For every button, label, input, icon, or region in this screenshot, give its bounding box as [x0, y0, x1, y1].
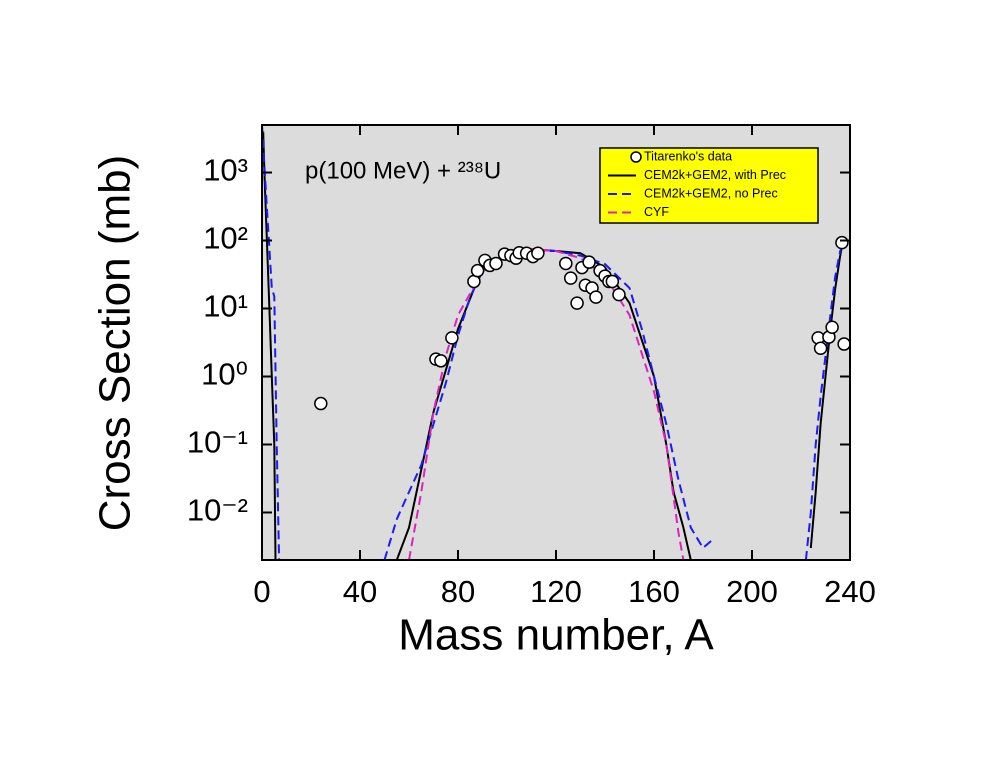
- x-tick-label: 160: [628, 574, 680, 609]
- legend: Titarenko's data CEM2k+GEM2, with Prec CEM…: [599, 147, 819, 224]
- data-point: [837, 337, 850, 351]
- x-tick-label: 40: [343, 574, 377, 609]
- legend-label: Titarenko's data: [644, 149, 732, 163]
- data-point: [825, 320, 839, 335]
- y-axis-label: Cross Section (mb): [91, 155, 140, 532]
- data-point: [559, 256, 573, 271]
- data-point: [531, 246, 545, 260]
- y-tick-label: 10²: [203, 221, 248, 256]
- plot-frame: [261, 124, 851, 561]
- data-point: [489, 256, 503, 271]
- data-point: [589, 290, 603, 304]
- data-point: [434, 354, 448, 368]
- y-tick-label: 10¹: [203, 289, 248, 324]
- data-point: [582, 255, 596, 269]
- legend-label: CEM2k+GEM2, with Prec: [644, 168, 786, 182]
- x-tick-label: 80: [441, 574, 475, 609]
- data-point: [445, 331, 459, 345]
- x-tick-label: 120: [530, 574, 582, 609]
- data-point: [570, 296, 584, 310]
- data-point: [813, 341, 828, 356]
- x-tick-label: 0: [253, 574, 270, 609]
- x-tick-label: 200: [726, 574, 778, 609]
- legend-label: CYF: [644, 205, 669, 219]
- data-point: [563, 271, 578, 285]
- data-point: [470, 263, 485, 278]
- data-point: [314, 396, 328, 411]
- data-point: [835, 235, 849, 250]
- legend-marker: [630, 151, 642, 163]
- y-tick-label: 10⁰: [201, 357, 248, 392]
- data-point: [605, 274, 620, 289]
- data-point: [612, 287, 626, 302]
- y-tick-label: 10⁻²: [187, 493, 248, 528]
- legend-label: CEM2k+GEM2, no Prec: [644, 186, 778, 200]
- y-tick-label: 10⁻¹: [187, 425, 248, 460]
- x-axis-label: Mass number, A: [398, 611, 714, 660]
- x-tick-label: 240: [824, 574, 876, 609]
- annotation: p(100 MeV) + ²³⁸U: [305, 157, 501, 184]
- y-tick-label: 10³: [203, 153, 248, 188]
